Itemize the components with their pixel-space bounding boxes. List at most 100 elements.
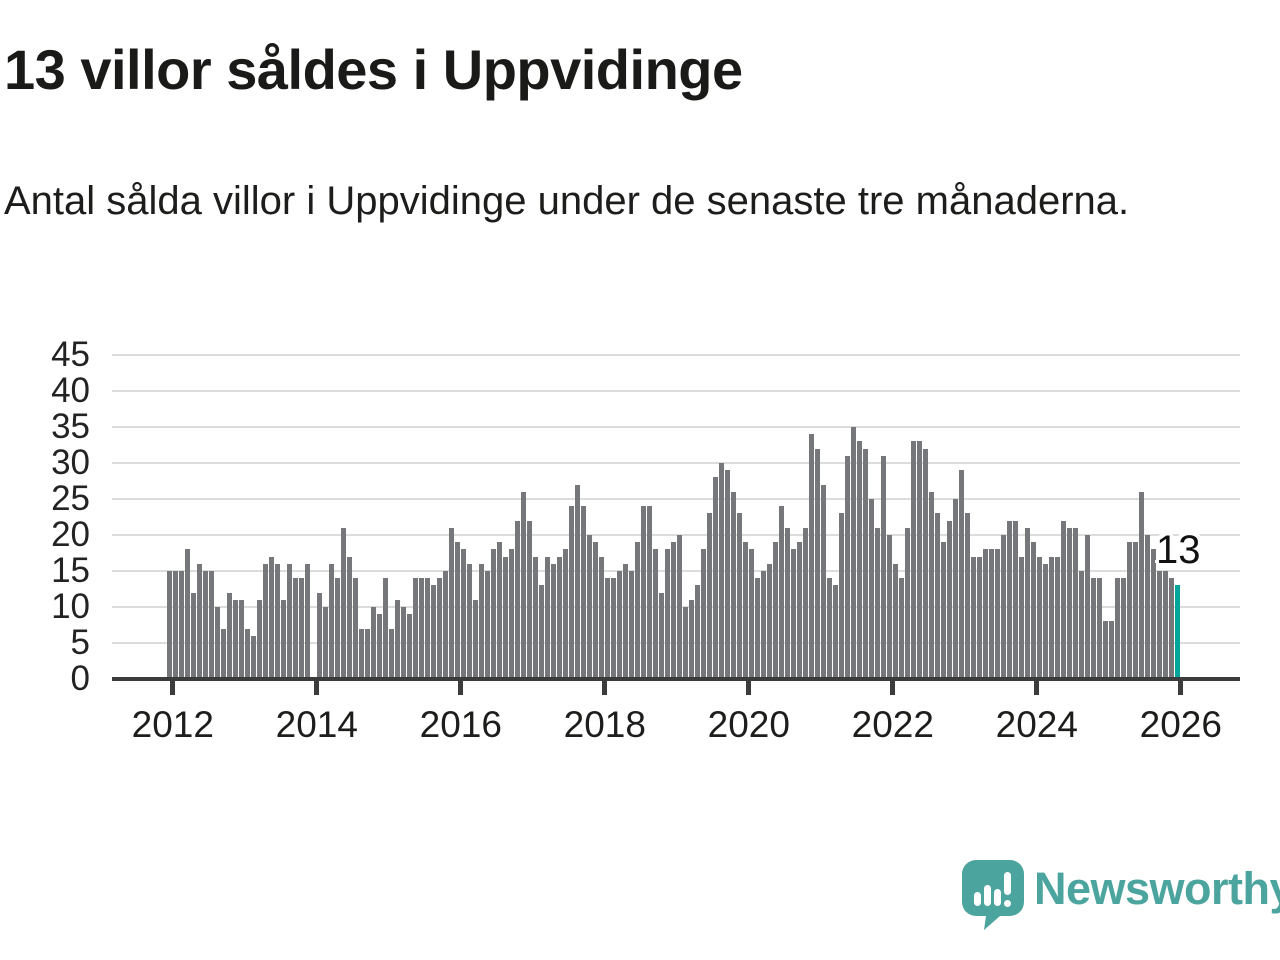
bar: [203, 571, 208, 679]
newsworthy-logo: Newsworthy: [962, 858, 1280, 930]
bar: [731, 491, 736, 679]
bar: [785, 527, 790, 679]
bar: [635, 542, 640, 679]
bar: [989, 549, 994, 679]
bar: [1037, 556, 1042, 679]
bar: [1061, 520, 1066, 679]
y-axis-label: 45: [51, 335, 90, 374]
bar: [449, 527, 454, 679]
bar: [563, 549, 568, 679]
bar: [503, 556, 508, 679]
bar: [485, 571, 490, 679]
bar: [821, 484, 826, 679]
bar: [689, 599, 694, 679]
bar: [455, 542, 460, 679]
bar: [581, 506, 586, 679]
bar: [995, 549, 1000, 679]
bar: [1067, 527, 1072, 679]
bar: [317, 592, 322, 679]
bar: [287, 563, 292, 679]
bar: [779, 506, 784, 679]
y-axis-label: 40: [51, 371, 90, 410]
gridline: [112, 462, 1240, 464]
bar: [707, 513, 712, 679]
gridline: [112, 354, 1240, 356]
bar: [365, 628, 370, 679]
bar: [473, 599, 478, 679]
page-title: 13 villor såldes i Uppvidinge: [4, 38, 743, 101]
bar: [965, 513, 970, 679]
bar: [923, 448, 928, 679]
y-axis-label: 25: [51, 479, 90, 518]
bar: [191, 592, 196, 679]
bar: [1139, 491, 1144, 679]
bar: [1001, 535, 1006, 679]
bar: [683, 607, 688, 679]
bar: [701, 549, 706, 679]
bar: [185, 549, 190, 679]
bar: [443, 571, 448, 679]
bar: [329, 563, 334, 679]
bar: [863, 448, 868, 679]
bar: [383, 578, 388, 679]
bar: [911, 441, 916, 679]
bar: [665, 549, 670, 679]
bar: [953, 499, 958, 679]
x-axis-label: 2026: [1139, 704, 1222, 745]
gridline: [112, 498, 1240, 500]
bar: [245, 628, 250, 679]
bar: [275, 563, 280, 679]
x-axis-tick: [458, 681, 464, 695]
bar: [1031, 542, 1036, 679]
bar: [929, 491, 934, 679]
bar: [767, 563, 772, 679]
bar: [1073, 527, 1078, 679]
bar: [599, 556, 604, 679]
bar: [1145, 535, 1150, 679]
bar: [437, 578, 442, 679]
bar: [917, 441, 922, 679]
bar: [575, 484, 580, 679]
bar: [389, 628, 394, 679]
highlighted-bar: [1175, 585, 1180, 679]
bar: [215, 607, 220, 679]
bar: [323, 607, 328, 679]
bar: [737, 513, 742, 679]
bar: [1151, 549, 1156, 679]
bar: [1127, 542, 1132, 679]
gridline: [112, 534, 1240, 536]
bar: [1157, 571, 1162, 679]
bar: [755, 578, 760, 679]
bar: [293, 578, 298, 679]
bar: [1085, 535, 1090, 679]
bar: [629, 571, 634, 679]
bar: [941, 542, 946, 679]
bar: [611, 578, 616, 679]
x-axis-tick: [890, 681, 896, 695]
bar: [413, 578, 418, 679]
bar: [167, 571, 172, 679]
bar: [233, 599, 238, 679]
bar: [545, 556, 550, 679]
bar: [227, 592, 232, 679]
bar: [851, 427, 856, 679]
bar: [875, 527, 880, 679]
bar: [491, 549, 496, 679]
x-axis-tick: [170, 681, 176, 695]
bar: [479, 563, 484, 679]
x-axis-tick: [314, 681, 320, 695]
bar: [725, 470, 730, 679]
x-axis-label: 2014: [275, 704, 358, 745]
bar: [353, 578, 358, 679]
bar: [1079, 571, 1084, 679]
bar: [977, 556, 982, 679]
x-axis-tick: [602, 681, 608, 695]
bar: [335, 578, 340, 679]
bar: [1091, 578, 1096, 679]
bar: [605, 578, 610, 679]
bar: [179, 571, 184, 679]
bar: [815, 448, 820, 679]
bar: [401, 607, 406, 679]
x-axis-tick: [1034, 681, 1040, 695]
